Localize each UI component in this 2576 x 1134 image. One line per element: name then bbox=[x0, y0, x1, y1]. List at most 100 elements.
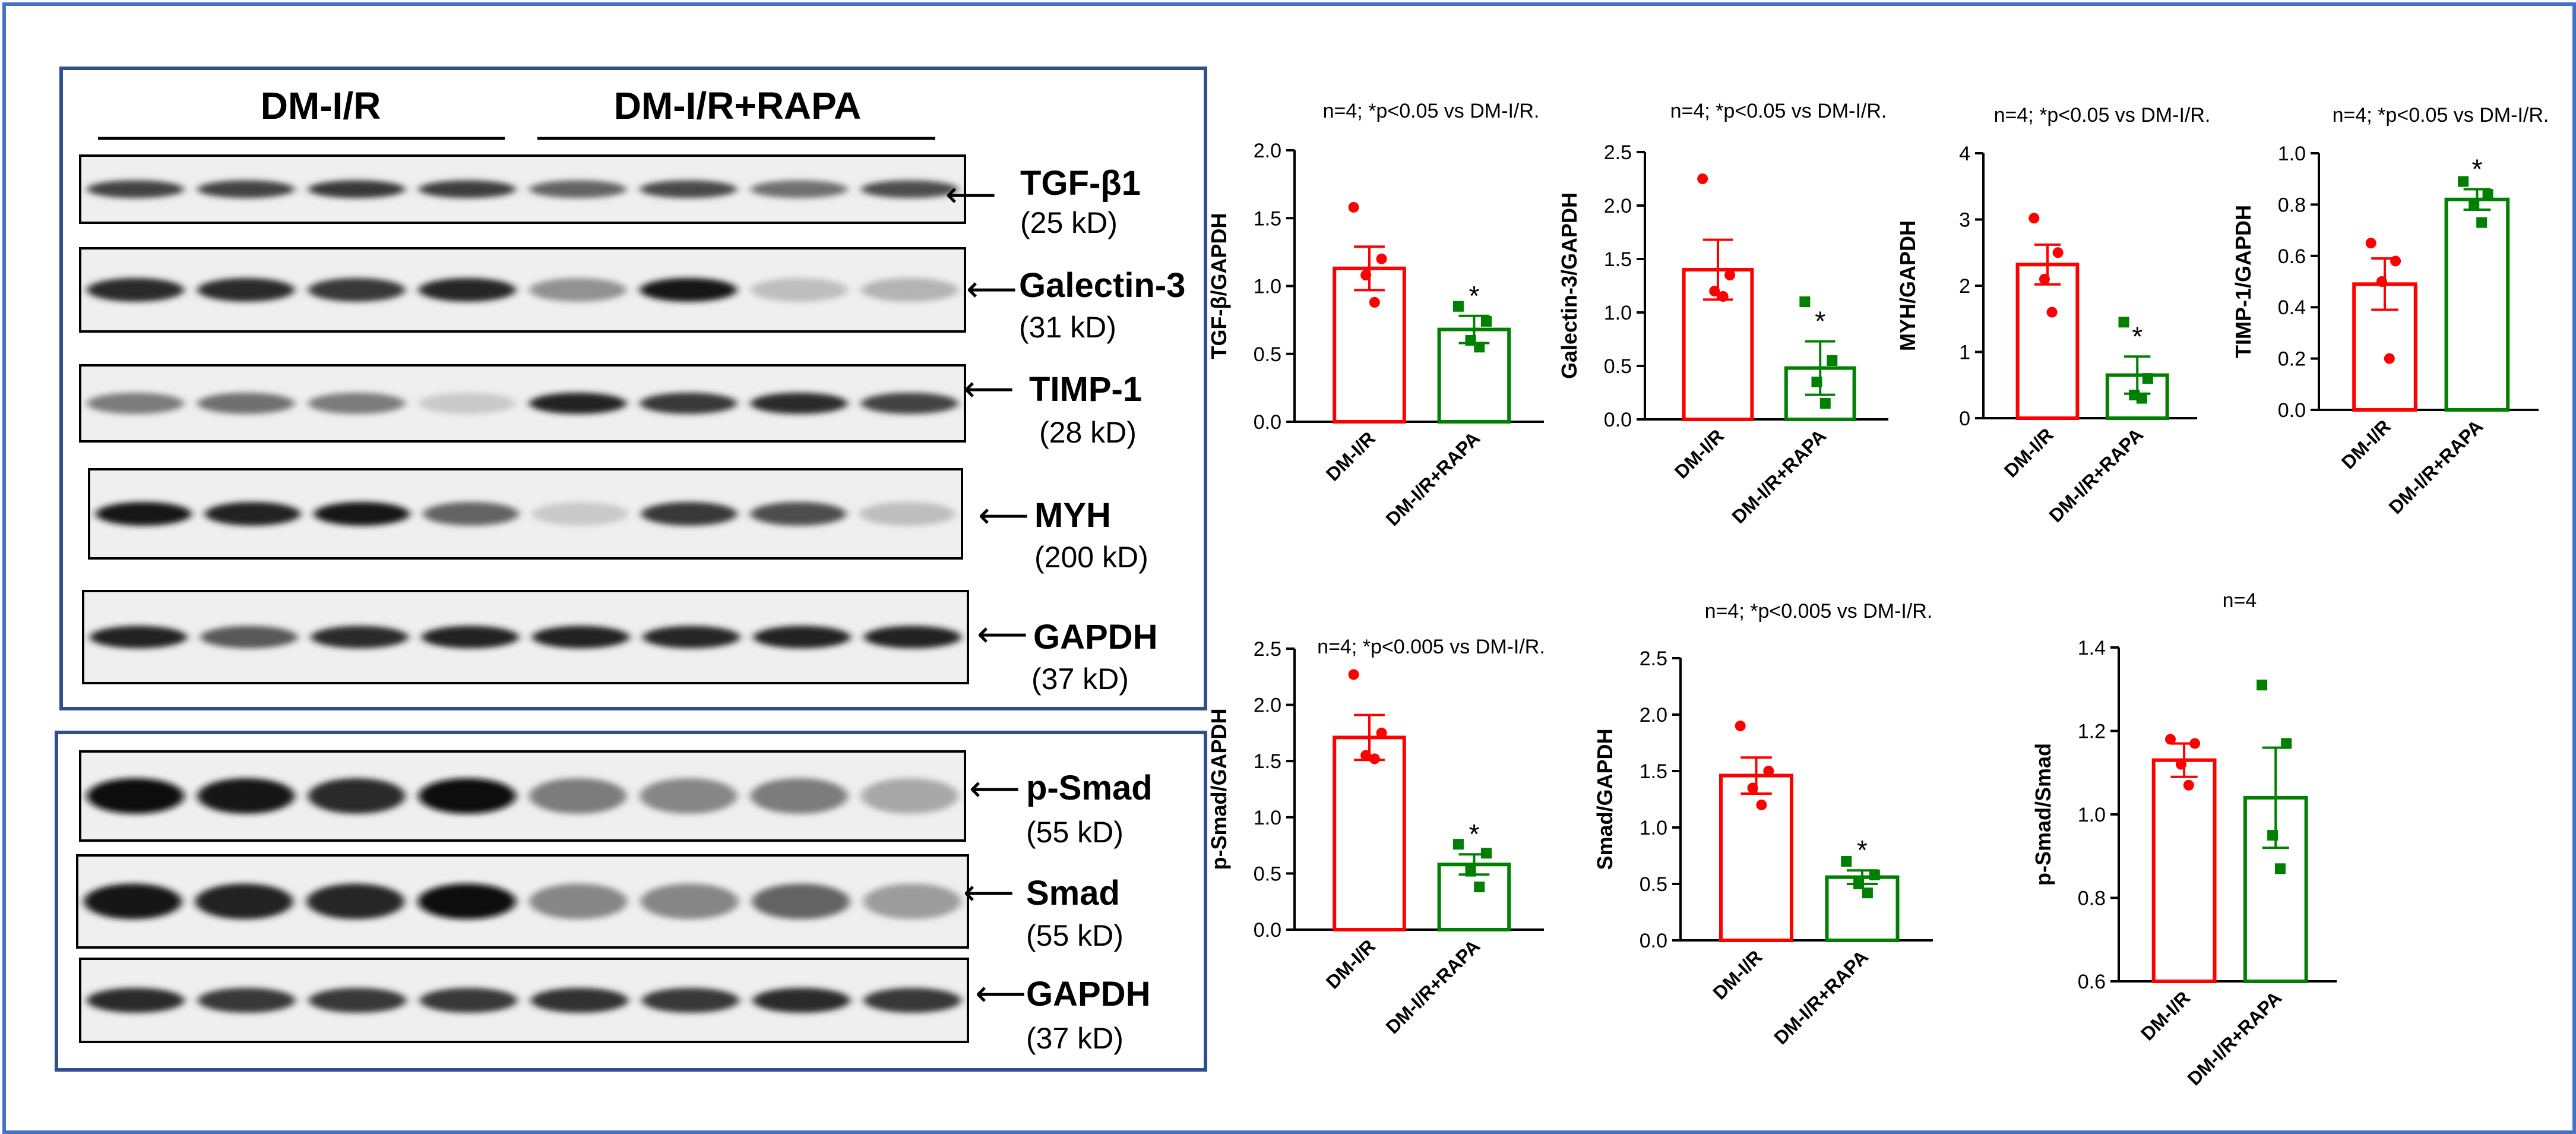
y-axis-label: p-Smad/Smad bbox=[2031, 743, 2055, 886]
y-tick-label: 0.2 bbox=[2278, 348, 2306, 371]
blot-band bbox=[750, 393, 848, 414]
y-tick-label: 1.5 bbox=[1254, 750, 1281, 773]
data-point bbox=[1827, 355, 1838, 366]
bar-dm-ir bbox=[1333, 266, 1406, 424]
blot-band bbox=[197, 180, 295, 198]
data-point bbox=[1869, 869, 1880, 880]
protein-size: (55 kD) bbox=[1026, 919, 1124, 952]
y-tick-label: 0.5 bbox=[1254, 343, 1281, 366]
blot-band bbox=[750, 502, 847, 526]
x-tick-label: DM-I/R bbox=[2137, 987, 2194, 1044]
data-point bbox=[1724, 270, 1736, 280]
data-point bbox=[1348, 201, 1359, 213]
y-tick-label: 0.0 bbox=[2278, 399, 2306, 422]
blot-band bbox=[421, 626, 519, 649]
blot-band bbox=[311, 626, 409, 649]
blot-band bbox=[418, 393, 516, 414]
data-point bbox=[1763, 766, 1774, 776]
blot-band bbox=[314, 502, 410, 526]
y-tick-label: 0.6 bbox=[2078, 971, 2106, 993]
blot-strip-gal3 bbox=[79, 247, 966, 333]
blot-band bbox=[87, 778, 185, 814]
y-tick-label: 0.0 bbox=[1254, 919, 1281, 942]
significance-star: * bbox=[1469, 819, 1479, 849]
bar-dm-ir bbox=[2151, 758, 2217, 984]
y-tick-label: 0.8 bbox=[2278, 194, 2306, 216]
significance-star: * bbox=[1815, 306, 1825, 337]
data-point bbox=[1348, 669, 1359, 680]
blot-band bbox=[641, 502, 738, 526]
data-point bbox=[2482, 189, 2493, 200]
data-point bbox=[1376, 727, 1387, 738]
protein-label: Galectin-3 bbox=[1019, 266, 1185, 305]
bar-dm-ir-rapa bbox=[2444, 197, 2510, 412]
blot-band bbox=[529, 393, 627, 414]
x-tick-label: DM-I/R+RAPA bbox=[1770, 946, 1872, 1048]
data-point bbox=[1452, 301, 1464, 312]
western-blot-panel: DM-I/R DM-I/R+RAPA ⟵ TGF-β1 (25 kD) ⟵ Ga… bbox=[55, 67, 1207, 1072]
chart-title: n=4; *p<0.005 vs DM-I/R. bbox=[1317, 636, 1545, 658]
blot-band bbox=[640, 278, 738, 302]
data-point bbox=[1735, 721, 1746, 731]
significance-star: * bbox=[2132, 321, 2143, 352]
data-point bbox=[1465, 334, 1476, 346]
arrow-icon: ⟵ bbox=[963, 872, 1014, 914]
chart-6: n=4; *p<0.005 vs DM-I/R. 0.0 0.5 1.0 1.5 2.0 2… bbox=[1593, 600, 1933, 1048]
significance-star: * bbox=[2471, 153, 2482, 184]
data-point bbox=[2052, 247, 2064, 258]
blot-band bbox=[863, 626, 961, 649]
blot-band bbox=[423, 502, 519, 526]
data-point bbox=[2390, 255, 2401, 267]
y-tick-label: 0.5 bbox=[1604, 355, 1632, 378]
x-tick-label: DM-I/R+RAPA bbox=[2183, 987, 2286, 1089]
arrow-icon: ⟵ bbox=[966, 269, 1017, 310]
blot-band bbox=[641, 988, 740, 1013]
x-tick-label: DM-I/R bbox=[2337, 415, 2395, 473]
strip-label-psmad: ⟵ p-Smad (55 kD) bbox=[969, 768, 1153, 849]
blot-strip-smad bbox=[76, 854, 969, 949]
y-tick-label: 2.5 bbox=[1640, 647, 1667, 670]
y-tick-label: 0.5 bbox=[1640, 873, 1667, 896]
blot-band bbox=[752, 883, 850, 920]
y-tick-label: 0.0 bbox=[1254, 411, 1281, 434]
blot-band bbox=[640, 883, 739, 920]
y-tick-label: 1.0 bbox=[2078, 804, 2106, 826]
data-point bbox=[1697, 173, 1708, 184]
x-tick-label: DM-I/R+RAPA bbox=[1727, 425, 1830, 527]
y-tick-label: 1.0 bbox=[1254, 807, 1281, 829]
blot-band bbox=[530, 988, 629, 1013]
y-tick-label: 2.0 bbox=[1254, 694, 1281, 717]
strip-label-gapdh-bottom: ⟵ GAPDH (37 kD) bbox=[975, 973, 1150, 1055]
strip-label-smad: ⟵ Smad (55 kD) bbox=[963, 872, 1124, 952]
blot-band bbox=[750, 180, 848, 198]
protein-label: MYH bbox=[1034, 496, 1111, 535]
data-point bbox=[2183, 779, 2194, 791]
y-tick-label: 0.0 bbox=[1604, 409, 1632, 431]
blot-band bbox=[752, 988, 850, 1013]
data-point bbox=[1369, 296, 1380, 308]
chart-title: n=4 bbox=[2223, 589, 2257, 612]
blot-band bbox=[860, 778, 958, 814]
data-point bbox=[2257, 680, 2268, 691]
protein-size: (37 kD) bbox=[1026, 1022, 1124, 1055]
y-tick-label: 0.4 bbox=[2278, 296, 2306, 319]
chart-title: n=4; *p<0.05 vs DM-I/R. bbox=[1323, 100, 1540, 122]
data-point bbox=[2142, 373, 2153, 384]
x-tick-label: DM-I/R bbox=[1322, 427, 1379, 485]
data-point bbox=[1799, 296, 1811, 307]
blot-band bbox=[418, 778, 516, 814]
blot-band bbox=[750, 278, 848, 302]
protein-size: (31 kD) bbox=[1019, 311, 1116, 344]
chart-title: n=4; *p<0.05 vs DM-I/R. bbox=[1994, 104, 2211, 127]
blot-band bbox=[87, 988, 185, 1013]
blot-band bbox=[87, 180, 185, 198]
blot-band bbox=[197, 393, 295, 414]
y-tick-label: 2.0 bbox=[1640, 704, 1667, 726]
x-tick-label: DM-I/R+RAPA bbox=[2385, 415, 2488, 518]
data-point bbox=[1474, 342, 1485, 353]
arrow-icon: ⟵ bbox=[975, 973, 1026, 1015]
data-point bbox=[1709, 286, 1720, 296]
data-point bbox=[1474, 882, 1485, 893]
y-tick-label: 1.2 bbox=[2078, 721, 2106, 743]
